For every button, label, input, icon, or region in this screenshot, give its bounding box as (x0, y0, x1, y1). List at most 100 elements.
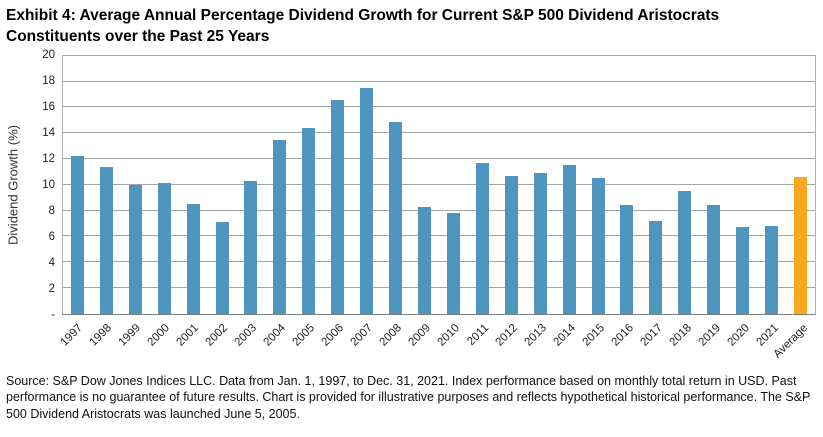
y-tick-label: 4 (48, 256, 55, 269)
bar-2015 (591, 178, 605, 314)
x-tick-slot: 2008 (377, 317, 410, 367)
y-tick-label: 8 (48, 204, 55, 217)
bar-2005 (302, 128, 316, 314)
source-note: Source: S&P Dow Jones Indices LLC. Data … (6, 373, 811, 421)
gridline (63, 235, 815, 237)
bar-slot (439, 56, 468, 314)
y-tick-label: 10 (42, 178, 55, 191)
bar-2012 (504, 175, 518, 314)
bar-slot (526, 56, 555, 314)
bar-2018 (678, 191, 692, 314)
x-tick-slot: Average (771, 317, 816, 367)
bar-1998 (99, 166, 113, 314)
x-tick-label: 2017 (638, 321, 665, 349)
plot-area (62, 54, 816, 315)
x-tick-slot: 2018 (667, 317, 700, 367)
x-axis-labels: 1997 1998 1999 2000 2001 2002 2003 2004 2005 2006… (58, 317, 816, 367)
bar-2010 (446, 213, 460, 314)
y-tick-label: - (51, 308, 55, 321)
bar-slot (265, 56, 294, 314)
x-tick-slot: 2011 (465, 317, 497, 367)
bar-slot (468, 56, 497, 314)
bar-slot (786, 56, 815, 314)
bar-average (794, 177, 807, 314)
y-axis-title: Dividend Growth (%) (5, 124, 21, 245)
x-tick-label: 2013 (522, 321, 549, 349)
gridline (63, 80, 815, 82)
bar-slot (92, 56, 121, 314)
x-tick-label: 2002 (203, 321, 230, 349)
x-tick-label: 2008 (377, 321, 404, 349)
bar-2020 (736, 227, 750, 314)
x-tick-slot: 2016 (609, 317, 642, 367)
x-tick-label: 2005 (290, 321, 317, 349)
x-tick-label: 2018 (667, 321, 694, 349)
x-tick-slot: 2005 (290, 317, 323, 367)
bar-slot (728, 56, 757, 314)
x-tick-label: 2009 (406, 321, 433, 349)
bar-slot (555, 56, 584, 314)
x-tick-slot: 1998 (87, 317, 120, 367)
x-tick-slot: 1997 (58, 317, 91, 367)
x-tick-label: 2001 (174, 321, 201, 349)
y-tick-label: 6 (48, 230, 55, 243)
x-tick-label: 2012 (493, 321, 520, 349)
bar-slot (352, 56, 381, 314)
x-tick-slot: 2004 (261, 317, 294, 367)
gridline (63, 183, 815, 185)
x-tick-slot: 2014 (551, 317, 584, 367)
y-tick-label: 16 (42, 100, 55, 113)
bar-slot (699, 56, 728, 314)
bar-slot (323, 56, 352, 314)
x-tick-slot: 2009 (406, 317, 439, 367)
bar-slot (757, 56, 786, 314)
plot-column: 1997 1998 1999 2000 2001 2002 2003 2004 2005 2006… (58, 54, 816, 367)
gridline (63, 106, 815, 108)
exhibit-title: Exhibit 4: Average Annual Percentage Div… (6, 7, 720, 46)
x-tick-label: 2015 (580, 321, 607, 349)
x-tick-label: 2000 (145, 321, 172, 349)
x-tick-slot: 2017 (638, 317, 671, 367)
bar-2002 (215, 222, 229, 314)
x-tick-label: 2010 (435, 321, 462, 349)
x-tick-slot: 2012 (493, 317, 526, 367)
y-tick-label: 12 (42, 152, 55, 165)
gridline (63, 261, 815, 263)
x-tick-label: 2003 (232, 321, 259, 349)
y-tick-label: 18 (42, 74, 55, 87)
x-tick-label: 2004 (261, 321, 288, 349)
bar-1999 (128, 184, 142, 314)
bar-2003 (244, 180, 258, 314)
x-tick-label: 2006 (319, 321, 346, 349)
bar-2016 (620, 205, 634, 314)
bar-2017 (649, 220, 663, 314)
x-tick-label: 2016 (609, 321, 636, 349)
bar-2007 (360, 88, 374, 314)
x-tick-slot: 2001 (174, 317, 207, 367)
dividend-growth-bar-chart: Dividend Growth (%) 20 18 16 14 12 10 8 6 4 2- 19… (0, 49, 823, 367)
x-tick-slot: 1999 (116, 317, 149, 367)
bar-slot (670, 56, 699, 314)
y-tick-label: 20 (42, 48, 55, 61)
x-tick-label: 2014 (551, 321, 578, 349)
x-tick-slot: 2007 (348, 317, 381, 367)
x-tick-slot: 2020 (725, 317, 758, 367)
bar-slot (294, 56, 323, 314)
x-tick-label: 1997 (58, 321, 85, 349)
bar-slot (179, 56, 208, 314)
bars (63, 56, 815, 314)
bar-1997 (70, 156, 84, 314)
x-tick-slot: 2010 (435, 317, 468, 367)
bar-slot (121, 56, 150, 314)
bar-slot (641, 56, 670, 314)
x-tick-slot: 2003 (232, 317, 265, 367)
x-tick-slot: 2019 (696, 317, 729, 367)
x-tick-slot: 2000 (145, 317, 178, 367)
gridline (63, 132, 815, 134)
x-tick-label: 2011 (465, 321, 491, 348)
x-tick-slot: 2013 (522, 317, 555, 367)
x-tick-slot: 2015 (580, 317, 613, 367)
y-axis-ticks: 20 18 16 14 12 10 8 6 4 2 - (26, 49, 62, 321)
gridline (63, 209, 815, 211)
bar-2001 (186, 204, 200, 314)
